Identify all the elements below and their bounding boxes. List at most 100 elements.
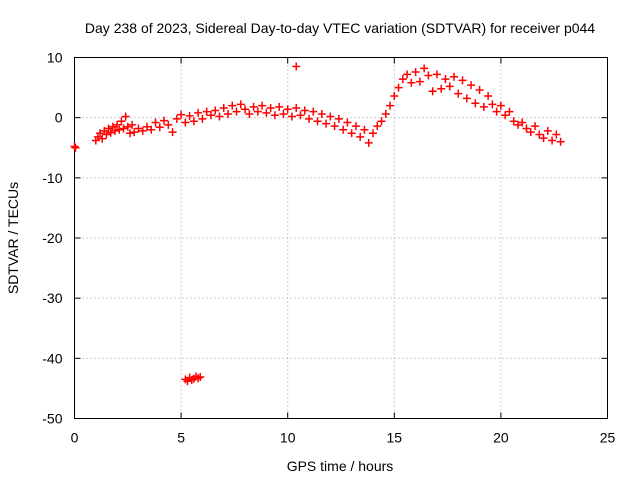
- data-point-main-band: [104, 124, 113, 133]
- data-point-main-band: [420, 64, 429, 73]
- data-point-main-band: [117, 117, 126, 126]
- data-point-main-band: [467, 81, 476, 90]
- x-tick-label: 15: [387, 430, 403, 446]
- data-point-main-band: [296, 111, 305, 120]
- data-point-main-band: [185, 111, 194, 120]
- data-point-main-band: [445, 82, 454, 91]
- data-point-main-band: [334, 114, 343, 123]
- data-point-main-band: [181, 118, 190, 127]
- data-point-main-band: [535, 130, 544, 139]
- data-point-main-band: [115, 125, 124, 134]
- data-point-main-band: [228, 101, 237, 110]
- y-tick-label: -20: [42, 230, 62, 246]
- data-point-main-band: [505, 107, 514, 116]
- data-point-main-band: [177, 110, 186, 119]
- data-point-main-band: [142, 122, 151, 131]
- data-point-main-band: [245, 110, 254, 119]
- data-point-main-band: [287, 112, 296, 121]
- data-point-main-band: [164, 120, 173, 129]
- data-point-main-band: [219, 104, 228, 113]
- data-point-main-band: [305, 114, 314, 123]
- data-point-main-band: [407, 78, 416, 87]
- data-point-main-band: [232, 107, 241, 116]
- grid: [74, 57, 608, 419]
- data-point-main-band: [172, 114, 181, 123]
- data-point-main-band: [471, 99, 480, 108]
- data-point-main-band: [236, 100, 245, 109]
- data-point-main-band: [322, 119, 331, 128]
- data-point-main-band: [330, 122, 339, 131]
- data-point-main-band: [343, 118, 352, 127]
- data-point-main-band: [266, 104, 275, 113]
- data-point-main-band: [454, 89, 463, 98]
- data-point-main-band: [270, 111, 279, 120]
- data-point-main-band: [128, 120, 137, 129]
- data-point-main-band: [113, 120, 122, 129]
- data-point-main-band: [548, 136, 557, 145]
- data-point-main-band: [202, 107, 211, 116]
- data-point-main-band: [168, 128, 177, 137]
- data-point-main-band: [147, 125, 156, 134]
- data-point-main-band: [484, 92, 493, 101]
- data-point-main-band: [258, 101, 267, 110]
- data-point-main-band: [351, 122, 360, 131]
- y-tick-label: 0: [55, 110, 63, 126]
- data-point-main-band: [386, 101, 395, 110]
- data-point-main-band: [249, 102, 258, 111]
- data-point-main-band: [198, 114, 207, 123]
- data-point-main-band: [441, 75, 450, 84]
- x-tick-label: 0: [71, 430, 79, 446]
- data-point-main-band: [398, 75, 407, 84]
- data-point-main-band: [509, 117, 518, 126]
- data-point-main-band: [102, 130, 111, 139]
- data-point-main-band: [194, 108, 203, 117]
- chart-title: Day 238 of 2023, Sidereal Day-to-day VTE…: [85, 20, 595, 36]
- data-point-main-band: [462, 94, 471, 103]
- data-point-main-band: [206, 111, 215, 120]
- data-point-main-band: [138, 126, 147, 135]
- plot-frame: [74, 57, 608, 419]
- data-point-main-band: [108, 122, 117, 131]
- data-point-main-band: [96, 129, 105, 138]
- data-point-main-band: [526, 128, 535, 137]
- data-point-main-band: [394, 83, 403, 92]
- data-point-main-band: [552, 130, 561, 139]
- data-point-main-band: [71, 143, 80, 152]
- data-point-main-band: [531, 122, 540, 131]
- data-point-main-band: [121, 112, 130, 121]
- data-point-main-band: [70, 142, 79, 151]
- data-point-main-band: [283, 105, 292, 114]
- data-point-main-band: [543, 126, 552, 135]
- data-point-main-band: [556, 137, 565, 146]
- data-point-main-band: [339, 125, 348, 134]
- data-point-main-band: [496, 101, 505, 110]
- data-point-main-band: [356, 132, 365, 141]
- data-point-main-band: [241, 105, 250, 114]
- y-tick-label: -30: [42, 290, 62, 306]
- data-points: [70, 62, 565, 386]
- data-point-main-band: [224, 110, 233, 119]
- y-tick-label: -40: [42, 350, 62, 366]
- data-point-main-band: [253, 107, 262, 116]
- data-point-main-band: [492, 107, 501, 116]
- data-point-main-band: [364, 138, 373, 147]
- data-point-main-band: [488, 100, 497, 109]
- data-point-main-band: [326, 112, 335, 121]
- axis-ticks: 0 5 10 15 20 25 -50 -40 -30 -20 -10 0 10: [42, 50, 615, 446]
- data-point-main-band: [123, 122, 132, 131]
- x-tick-label: 10: [280, 430, 296, 446]
- data-point-main-band: [501, 111, 510, 120]
- y-axis-label: SDTVAR / TECUs: [5, 182, 21, 294]
- data-point-main-band: [125, 129, 134, 138]
- data-point-main-band: [189, 117, 198, 126]
- data-point-main-band: [317, 110, 326, 119]
- data-point-main-band: [381, 110, 390, 119]
- data-point-main-band: [119, 124, 128, 133]
- data-point-main-band: [513, 120, 522, 129]
- y-tick-label: -50: [42, 411, 62, 427]
- y-tick-label: -10: [42, 170, 62, 186]
- data-point-main-band: [424, 71, 433, 80]
- data-point-main-band: [292, 104, 301, 113]
- data-point-main-band: [390, 92, 399, 101]
- data-point-main-band: [411, 67, 420, 76]
